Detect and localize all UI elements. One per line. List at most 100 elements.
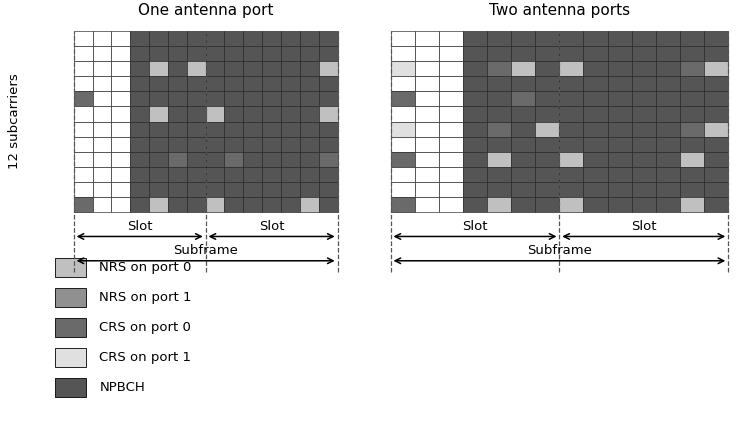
Bar [463,61,487,76]
Bar [415,152,439,167]
Bar [415,167,439,182]
Bar [584,31,607,46]
Bar [680,137,704,152]
Bar [318,61,338,76]
Bar [243,76,262,91]
Bar [559,46,584,61]
Bar [559,31,584,46]
Bar [487,182,511,197]
Bar [607,61,632,76]
Bar [487,46,511,61]
Bar [168,46,186,61]
Bar [300,182,318,197]
Bar [149,167,168,182]
Bar [74,61,93,76]
Bar [584,76,607,91]
Bar [55,288,86,307]
Bar [130,91,149,107]
Bar [243,31,262,46]
Bar [632,167,656,182]
Bar [584,167,607,182]
Bar [130,167,149,182]
Bar [149,31,168,46]
Bar [93,107,111,122]
Bar [559,137,584,152]
Bar [206,76,225,91]
Bar [300,107,318,122]
Bar [186,137,206,152]
Bar [463,31,487,46]
Bar [584,137,607,152]
Bar [186,46,206,61]
Bar [318,107,338,122]
Bar [225,31,243,46]
Bar [391,167,415,182]
Bar [300,76,318,91]
Bar [535,61,559,76]
Bar [656,152,680,167]
Bar [704,76,728,91]
Bar [243,167,262,182]
Bar [168,122,186,137]
Bar [704,46,728,61]
Bar [704,182,728,197]
Bar [130,46,149,61]
Bar [584,122,607,137]
Text: Slot: Slot [259,220,284,233]
Bar [439,91,463,107]
Bar [487,91,511,107]
Bar [391,31,415,46]
Bar [225,122,243,137]
Bar [656,167,680,182]
Bar [607,31,632,46]
Bar [149,107,168,122]
Bar [300,46,318,61]
Bar [656,31,680,46]
Bar [93,31,111,46]
Bar [318,137,338,152]
Bar [559,61,584,76]
Bar [559,122,584,137]
Bar [535,76,559,91]
Bar [74,122,93,137]
Bar [632,137,656,152]
Bar [186,61,206,76]
Bar [262,137,281,152]
Bar [607,152,632,167]
Bar [511,107,535,122]
Bar [632,61,656,76]
Bar [206,152,225,167]
Bar [225,167,243,182]
Bar [262,152,281,167]
Bar [111,182,130,197]
Bar [680,91,704,107]
Bar [281,122,300,137]
Bar [243,91,262,107]
Bar [680,167,704,182]
Bar [262,61,281,76]
Bar [656,137,680,152]
Bar [74,91,93,107]
Bar [168,197,186,212]
Bar [262,197,281,212]
Bar [487,107,511,122]
Bar [439,137,463,152]
Bar [262,46,281,61]
Bar [584,182,607,197]
Bar [74,76,93,91]
Bar [463,46,487,61]
Bar [632,152,656,167]
Bar [607,46,632,61]
Bar [300,137,318,152]
Bar [318,167,338,182]
Bar [111,76,130,91]
Bar [535,182,559,197]
Bar [130,182,149,197]
Bar [511,76,535,91]
Bar [281,182,300,197]
Bar [206,197,225,212]
Bar [318,46,338,61]
Bar [559,152,584,167]
Bar [487,137,511,152]
Bar [206,122,225,137]
